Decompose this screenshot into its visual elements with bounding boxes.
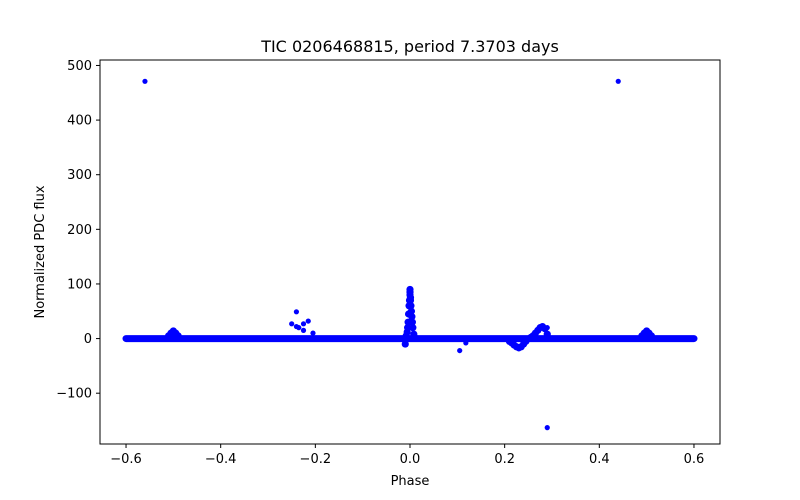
y-axis: −100 0 100 200 300 400 500 <box>56 59 100 402</box>
transit-peak-0.0-point <box>402 332 410 340</box>
x-tick-label: 0.6 <box>684 452 705 467</box>
data-point <box>463 340 469 346</box>
dip-0.23-point <box>522 337 530 345</box>
data-point <box>300 327 307 333</box>
data-point <box>305 318 311 324</box>
transit-peak-0.0-point <box>405 296 414 304</box>
data-point <box>310 330 316 336</box>
data-point <box>289 321 295 327</box>
x-tick-label: −0.2 <box>300 452 332 467</box>
y-tick-label: 0 <box>84 332 92 347</box>
transit-peak-0.0-point <box>408 313 416 321</box>
data-point <box>300 321 307 327</box>
bump-0.5-point <box>174 332 182 340</box>
x-tick-label: 0.0 <box>400 452 421 467</box>
transit-peak-0.0-point <box>404 318 412 326</box>
data-point <box>293 309 300 315</box>
transit-peak-0.0-point <box>401 340 409 348</box>
data-marks <box>122 78 698 431</box>
x-axis: −0.6 −0.4 −0.2 0.0 0.2 0.4 0.6 <box>110 444 704 467</box>
x-tick-label: −0.4 <box>205 452 237 467</box>
transit-peak-0.0-point <box>409 324 417 332</box>
y-tick-label: 400 <box>67 114 92 129</box>
chart-title: TIC 0206468815, period 7.3703 days <box>260 37 559 56</box>
x-tick-label: 0.2 <box>494 452 515 467</box>
transit-peak-0.0-point <box>411 333 419 342</box>
bump-0.28-point <box>543 330 551 338</box>
data-point <box>457 347 463 354</box>
transit-peak-0.0-point <box>405 302 413 310</box>
y-tick-label: 200 <box>67 223 92 238</box>
y-tick-label: 500 <box>67 59 92 74</box>
plot-frame <box>99 59 721 445</box>
transit-peak-0.0-point <box>407 307 416 315</box>
data-point <box>142 78 148 84</box>
y-axis-label: Normalized PDC flux <box>33 185 48 318</box>
data-point <box>615 78 621 84</box>
data-point <box>544 325 550 331</box>
data-point <box>293 323 300 330</box>
y-tick-label: 100 <box>67 277 92 292</box>
y-tick-label: −100 <box>56 387 92 402</box>
bump-0.5-point <box>647 332 655 340</box>
y-tick-label: 300 <box>67 168 92 183</box>
data-point <box>544 425 550 431</box>
x-tick-label: −0.6 <box>110 452 142 467</box>
x-tick-label: 0.4 <box>589 452 610 467</box>
x-axis-label: Phase <box>391 474 430 489</box>
